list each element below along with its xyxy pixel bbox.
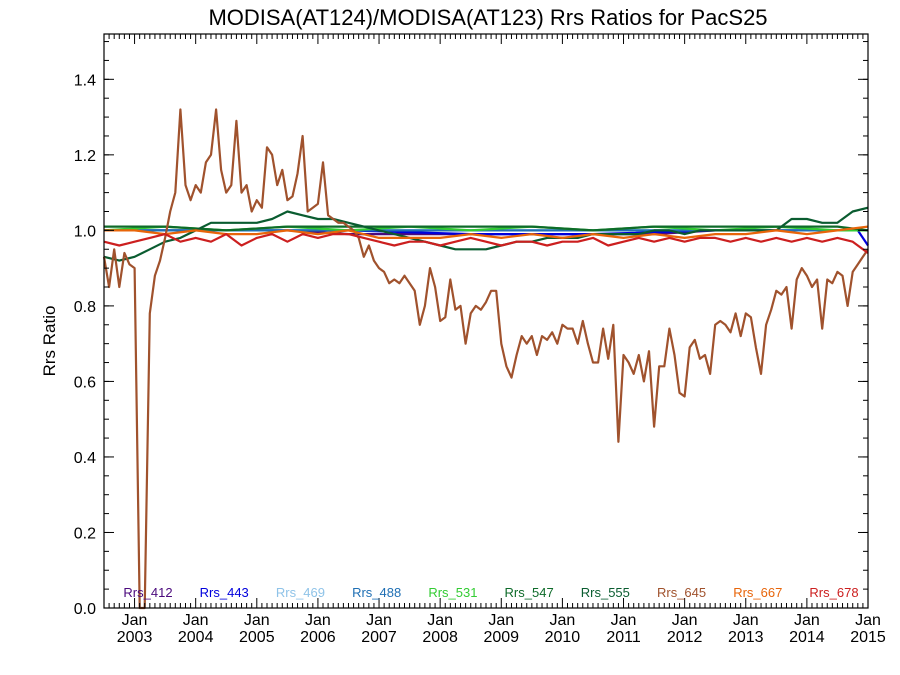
- x-tick-year-label: 2011: [606, 629, 641, 646]
- series-line-rrs-547: [104, 225, 869, 232]
- x-tick-month-label: Jan: [855, 612, 881, 629]
- x-tick-month-label: Jan: [183, 612, 209, 629]
- axes-layer: 0.00.20.40.60.81.01.21.4Jan2003Jan2004Ja…: [74, 33, 886, 646]
- y-tick-label: 0.6: [74, 374, 96, 391]
- x-tick-month-label: Jan: [488, 612, 514, 629]
- x-tick-month-label: Jan: [366, 612, 392, 629]
- legend-item-rrs-443: Rrs_443: [200, 585, 249, 600]
- x-tick-year-label: 2008: [422, 629, 458, 646]
- legend-item-rrs-547: Rrs_547: [505, 585, 554, 600]
- y-tick-label: 1.4: [74, 72, 96, 89]
- series-line-rrs-645: [102, 108, 869, 610]
- legend-item-rrs-555: Rrs_555: [581, 585, 630, 600]
- y-tick-label: 1.0: [74, 223, 96, 240]
- x-tick-month-label: Jan: [733, 612, 759, 629]
- x-tick-year-label: 2006: [300, 629, 336, 646]
- x-tick-month-label: Jan: [244, 612, 270, 629]
- legend-item-rrs-678: Rrs_678: [809, 585, 858, 600]
- y-tick-label: 1.2: [74, 148, 96, 165]
- series-line-rrs-667: [104, 225, 869, 239]
- series-line-rrs-555: [103, 206, 869, 262]
- x-tick-month-label: Jan: [305, 612, 331, 629]
- x-tick-year-label: 2012: [667, 629, 703, 646]
- x-tick-year-label: 2014: [789, 629, 825, 646]
- x-tick-year-label: 2004: [178, 629, 214, 646]
- x-tick-year-label: 2015: [850, 629, 886, 646]
- x-tick-month-label: Jan: [794, 612, 820, 629]
- x-tick-year-label: 2013: [728, 629, 764, 646]
- y-tick-label: 0.4: [74, 450, 96, 467]
- x-tick-month-label: Jan: [122, 612, 148, 629]
- y-axis-label: Rrs Ratio: [40, 306, 59, 377]
- x-tick-month-label: Jan: [611, 612, 637, 629]
- series-line-rrs-678: [103, 233, 869, 254]
- y-tick-label: 0.0: [74, 601, 96, 618]
- chart-title: MODISA(AT124)/MODISA(AT123) Rrs Ratios f…: [208, 5, 767, 30]
- legend-item-rrs-469: Rrs_469: [276, 585, 325, 600]
- plot-frame: [103, 33, 869, 609]
- x-tick-year-label: 2007: [361, 629, 397, 646]
- x-tick-year-label: 2003: [117, 629, 153, 646]
- y-tick-label: 0.2: [74, 525, 96, 542]
- legend-item-rrs-412: Rrs_412: [123, 585, 172, 600]
- series-layer: [102, 108, 869, 610]
- y-tick-label: 0.8: [74, 299, 96, 316]
- x-tick-year-label: 2005: [239, 629, 275, 646]
- legend-item-rrs-531: Rrs_531: [428, 585, 477, 600]
- legend-item-rrs-645: Rrs_645: [657, 585, 706, 600]
- x-tick-month-label: Jan: [550, 612, 576, 629]
- x-tick-month-label: Jan: [427, 612, 453, 629]
- legend-item-rrs-667: Rrs_667: [733, 585, 782, 600]
- legend: Rrs_412 Rrs_443 Rrs_469 Rrs_488 Rrs_531 Rrs_5…: [123, 585, 858, 600]
- x-tick-year-label: 2010: [545, 629, 581, 646]
- legend-item-rrs-488: Rrs_488: [352, 585, 401, 600]
- x-tick-year-label: 2009: [483, 629, 519, 646]
- x-tick-month-label: Jan: [672, 612, 698, 629]
